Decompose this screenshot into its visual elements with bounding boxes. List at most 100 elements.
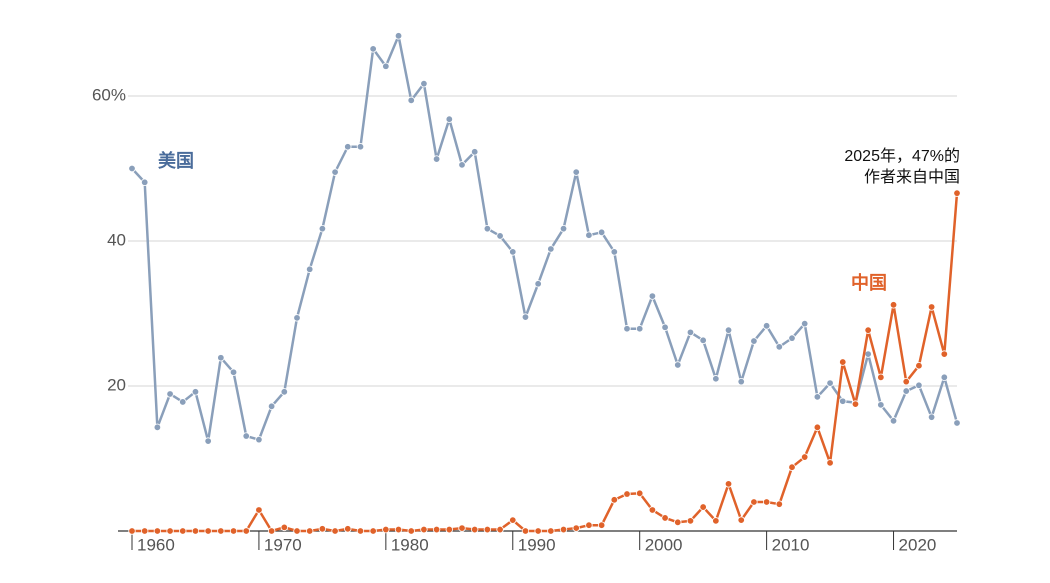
point — [217, 527, 225, 535]
point — [826, 459, 834, 467]
point — [648, 292, 657, 300]
point — [280, 388, 289, 396]
series-label: 美国 — [158, 150, 194, 171]
y-tick-label: 20 — [107, 375, 126, 394]
point — [712, 375, 720, 383]
point — [940, 373, 949, 381]
series-line — [131, 34, 959, 443]
x-tick-label: 1960 — [137, 535, 175, 554]
point — [128, 164, 136, 173]
point — [750, 498, 758, 506]
point — [242, 432, 250, 440]
point — [179, 398, 187, 406]
point — [179, 527, 187, 535]
point — [940, 350, 949, 358]
point — [915, 362, 923, 370]
point — [204, 527, 212, 535]
point — [331, 168, 339, 176]
point — [585, 521, 593, 529]
series-line — [132, 193, 959, 533]
point — [483, 224, 492, 233]
point — [813, 393, 822, 401]
point — [864, 350, 872, 358]
y-tick-label: 40 — [107, 230, 126, 249]
point — [864, 326, 872, 334]
point — [509, 516, 517, 524]
annotation: 2025年，47%的 — [844, 147, 960, 165]
point — [191, 527, 200, 535]
point — [953, 189, 961, 197]
point — [458, 524, 466, 532]
point — [420, 79, 428, 88]
point — [597, 521, 606, 529]
point — [953, 419, 961, 427]
x-tick-label: 1980 — [391, 535, 429, 554]
point — [140, 178, 149, 186]
point — [394, 32, 403, 40]
point — [851, 400, 860, 408]
point — [255, 435, 263, 444]
point — [877, 401, 885, 409]
point — [889, 417, 898, 425]
point — [648, 506, 657, 514]
point — [445, 525, 454, 534]
point — [902, 387, 910, 395]
point — [483, 525, 492, 534]
point — [712, 517, 720, 525]
point — [128, 527, 136, 535]
point — [559, 224, 568, 233]
point — [331, 527, 339, 535]
point — [686, 517, 695, 525]
point — [356, 143, 365, 151]
point — [445, 115, 454, 123]
point — [775, 343, 784, 351]
point — [559, 525, 568, 534]
point — [293, 527, 301, 535]
point — [382, 62, 390, 70]
point — [915, 381, 923, 389]
point — [229, 527, 238, 535]
point — [902, 377, 910, 386]
point — [839, 397, 847, 405]
point — [280, 523, 289, 532]
x-tick-label: 2020 — [899, 535, 937, 554]
point — [318, 224, 327, 233]
point — [788, 334, 796, 342]
x-tick-label: 2010 — [772, 535, 810, 554]
point — [699, 503, 707, 511]
point — [255, 506, 263, 514]
point — [470, 148, 479, 156]
point — [572, 168, 580, 176]
x-tick-label: 1970 — [264, 535, 302, 554]
point — [597, 228, 606, 236]
point — [800, 453, 809, 461]
point — [229, 368, 238, 376]
point — [166, 527, 174, 535]
point — [153, 423, 162, 432]
point — [610, 496, 619, 504]
y-tick-label: 60% — [92, 85, 126, 104]
point — [496, 232, 504, 240]
point — [813, 423, 822, 432]
point — [521, 313, 530, 321]
point — [293, 314, 301, 322]
point — [153, 527, 162, 535]
point — [369, 527, 377, 535]
point — [826, 379, 834, 387]
point — [267, 527, 276, 535]
point — [534, 280, 542, 288]
annotation: 作者来自中国 — [864, 168, 960, 186]
point — [432, 155, 441, 163]
point — [623, 325, 631, 333]
point — [927, 303, 936, 311]
point — [724, 480, 733, 488]
point — [305, 265, 314, 273]
point — [432, 525, 441, 534]
point — [344, 143, 352, 151]
point — [369, 45, 377, 53]
point — [762, 498, 771, 506]
series-label: 中国 — [851, 272, 887, 293]
point — [686, 328, 695, 337]
point — [166, 390, 174, 398]
